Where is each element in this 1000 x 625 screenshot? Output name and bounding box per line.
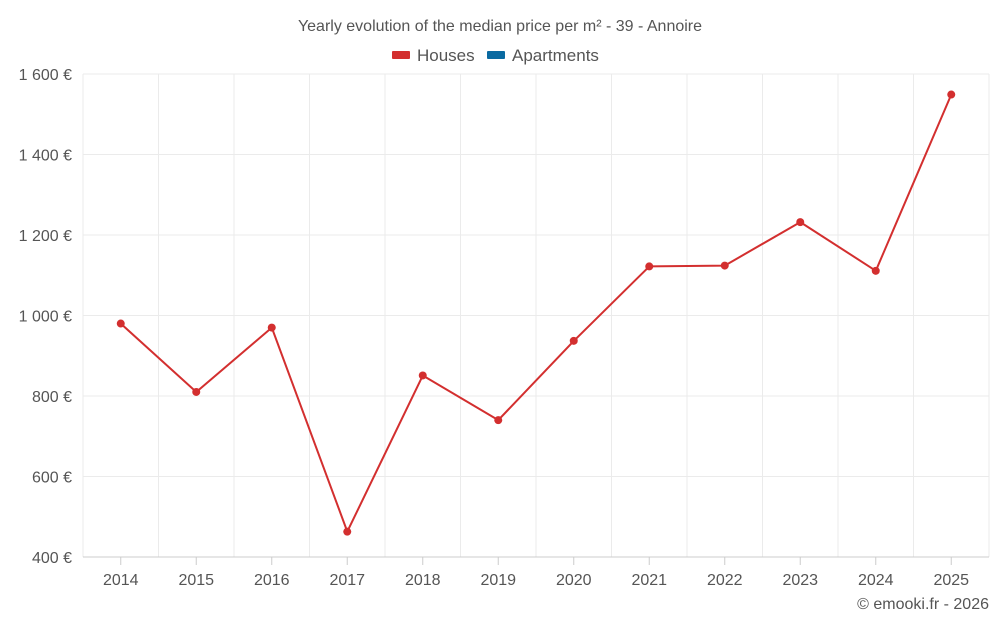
grid [82,73,990,557]
x-tick-label: 2015 [178,572,214,589]
data-point-houses[interactable] [645,262,654,271]
x-tick-label: 2014 [103,572,139,589]
x-tick-label: 2019 [480,572,516,589]
x-tick-label: 2016 [254,572,290,589]
y-tick-label: 800 € [32,389,72,406]
x-tick-label: 2018 [405,572,441,589]
legend-label-houses[interactable]: Houses [417,46,475,65]
data-point-houses[interactable] [267,323,276,332]
y-tick-label: 1 200 € [19,228,72,245]
legend-swatch-apartments[interactable] [487,51,505,59]
x-tick-label: 2023 [782,572,818,589]
x-tick-label: 2020 [556,572,592,589]
y-axis: 400 € 600 € 800 € 1 000 € 1 200 € 1 400 € 1 60… [19,67,72,567]
x-tick-label: 2024 [858,572,894,589]
y-tick-label: 1 600 € [19,67,72,84]
data-point-houses[interactable] [947,90,956,99]
y-tick-label: 1 400 € [19,148,72,165]
legend-label-apartments[interactable]: Apartments [512,46,599,65]
data-point-houses[interactable] [871,266,880,275]
series-line-houses [120,94,953,533]
data-point-houses[interactable] [343,527,352,536]
copyright-footer: © emooki.fr - 2026 [857,596,989,613]
data-point-houses[interactable] [418,371,427,380]
data-point-houses[interactable] [192,387,201,396]
x-tick-label: 2021 [631,572,667,589]
x-tick-label: 2022 [707,572,743,589]
y-tick-label: 1 000 € [19,309,72,326]
data-point-houses[interactable] [720,261,729,270]
data-point-houses[interactable] [116,319,125,328]
legend-swatch-houses[interactable] [392,51,410,59]
y-tick-label: 600 € [32,470,72,487]
data-point-houses[interactable] [796,218,805,227]
chart-title: Yearly evolution of the median price per… [298,18,702,35]
data-point-houses[interactable] [494,416,503,425]
series-houses [116,90,956,536]
x-tick-label: 2025 [933,572,969,589]
legend: Houses Apartments [392,46,599,65]
y-tick-label: 400 € [32,550,72,567]
x-axis: 2014 2015 2016 2017 2018 2019 2020 2021 2022 2023… [83,556,989,589]
x-tick-label: 2017 [329,572,365,589]
data-point-houses[interactable] [569,336,578,345]
